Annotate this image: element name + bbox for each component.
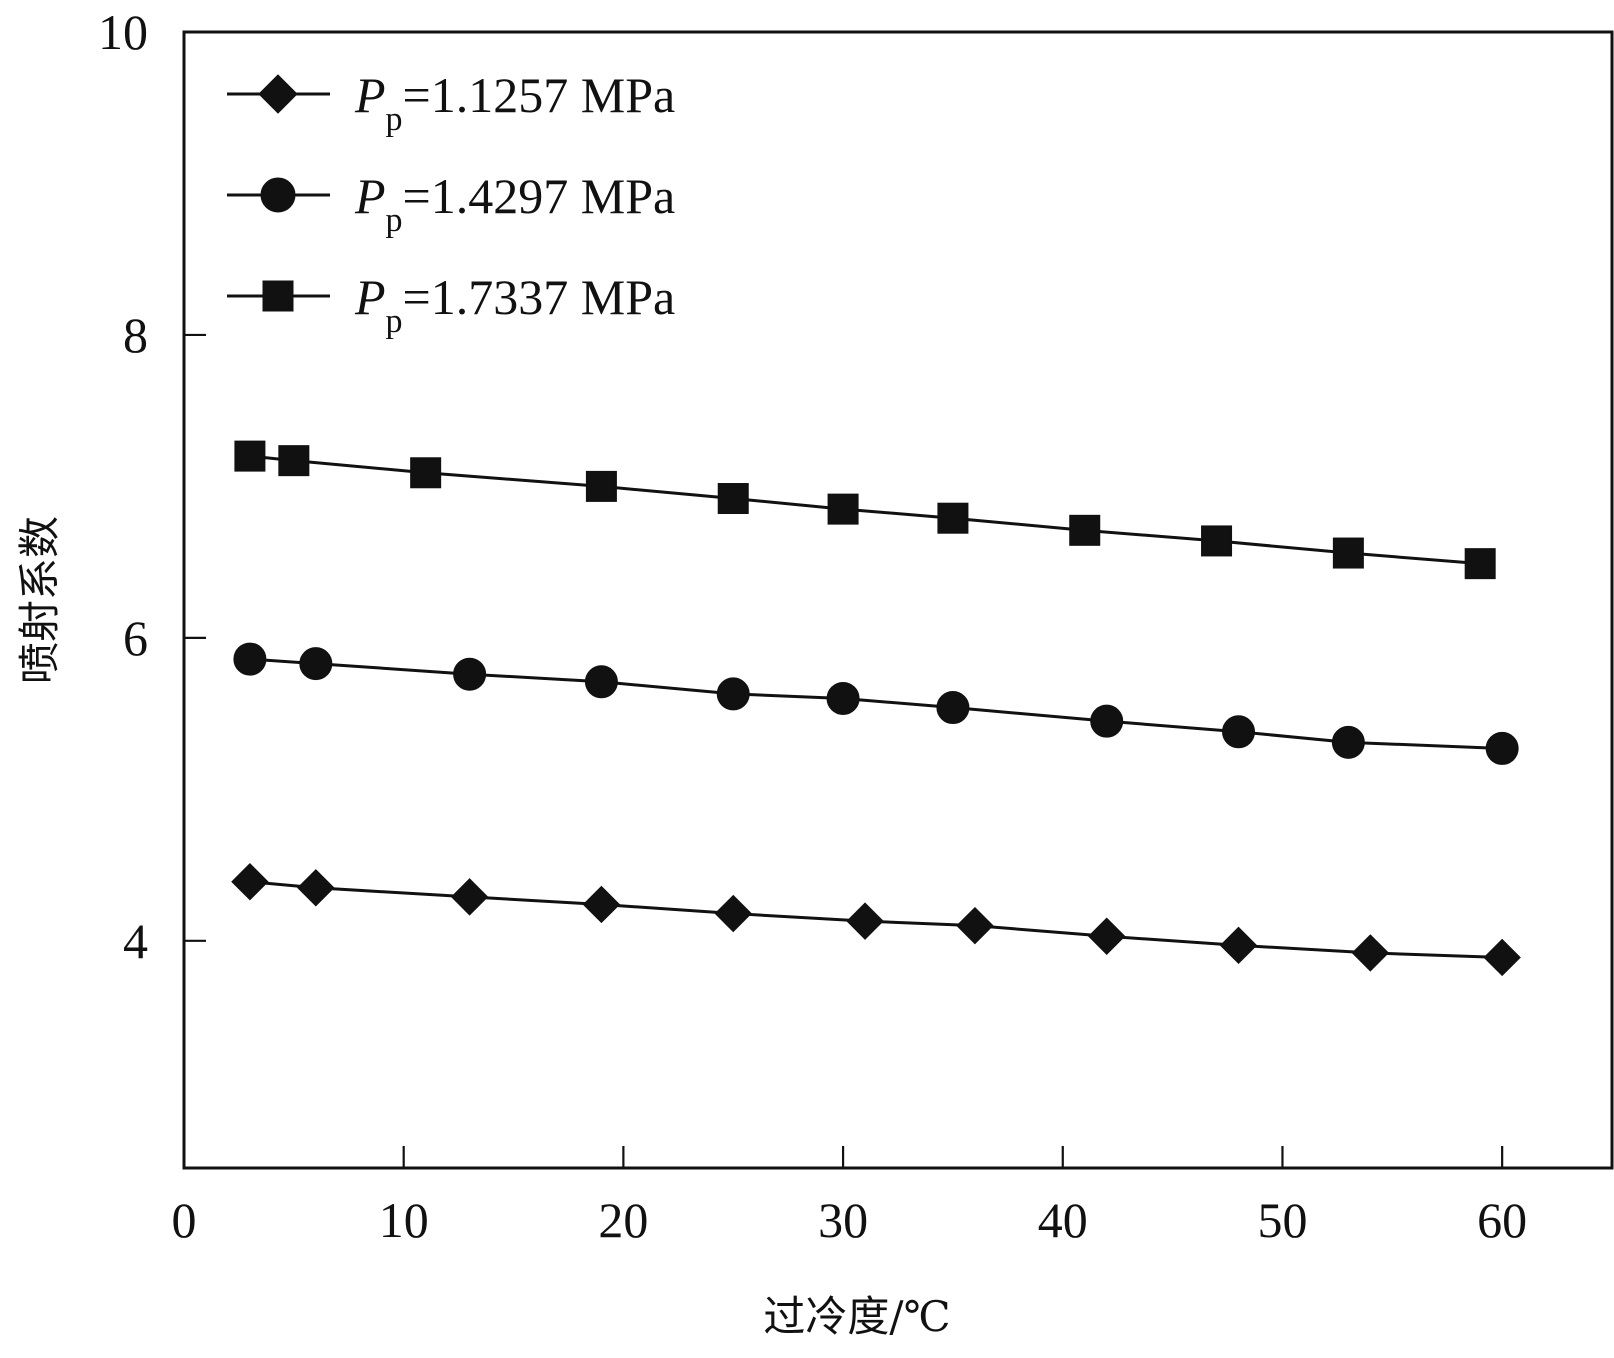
data-point-marker xyxy=(717,483,749,515)
data-point-marker xyxy=(826,681,860,715)
data-point-marker xyxy=(1088,917,1126,955)
x-axis-title: 过冷度/℃ xyxy=(763,1292,950,1341)
data-point-marker xyxy=(1485,731,1519,765)
plot-frame xyxy=(182,30,1614,1170)
plot-area xyxy=(182,30,1614,1170)
y-tick-label: 6 xyxy=(123,610,148,666)
x-tick-label: 0 xyxy=(172,1192,197,1248)
legend-label: Pp=1.1257 MPa xyxy=(354,67,675,138)
y-tick-label: 8 xyxy=(123,307,148,363)
legend-entry: Pp=1.1257 MPa xyxy=(227,67,675,138)
x-tick-label: 10 xyxy=(379,1192,429,1248)
series-2 xyxy=(233,642,1519,765)
data-point-marker xyxy=(453,657,487,691)
legend-subscript: p xyxy=(386,101,403,138)
legend-value: =1.1257 MPa xyxy=(403,67,676,123)
data-point-marker xyxy=(278,445,310,477)
data-point-marker xyxy=(1090,704,1124,738)
data-point-marker xyxy=(956,906,994,945)
x-tick-label: 30 xyxy=(818,1192,868,1248)
legend-variable: P xyxy=(354,67,386,123)
series-line xyxy=(249,657,1503,750)
data-point-marker xyxy=(1069,514,1101,546)
legend-variable: P xyxy=(354,168,386,224)
y-tick-label: 4 xyxy=(123,913,148,969)
data-point-marker xyxy=(585,470,617,502)
data-point-marker xyxy=(716,677,750,711)
data-point-marker xyxy=(846,902,884,940)
data-point-marker xyxy=(1464,548,1496,580)
legend-entry: Pp=1.7337 MPa xyxy=(227,269,675,340)
legend-subscript: p xyxy=(386,202,403,239)
data-point-marker xyxy=(450,878,489,916)
data-point-marker xyxy=(1483,938,1521,977)
data-point-marker xyxy=(410,457,442,489)
series-3 xyxy=(234,440,1496,580)
x-tick-label: 50 xyxy=(1257,1192,1307,1248)
data-series xyxy=(231,440,1521,977)
data-point-marker xyxy=(936,691,970,725)
legend-value: =1.4297 MPa xyxy=(403,168,676,224)
data-point-marker xyxy=(584,665,618,699)
data-point-marker xyxy=(299,647,333,681)
data-point-marker xyxy=(1222,715,1256,749)
legend-entry: Pp=1.4297 MPa xyxy=(227,168,675,239)
data-point-marker xyxy=(1331,725,1365,759)
data-point-marker xyxy=(1219,926,1258,965)
data-point-marker xyxy=(1351,934,1390,972)
data-point-marker xyxy=(827,493,859,525)
legend-value: =1.7337 MPa xyxy=(403,269,676,325)
legend-marker xyxy=(262,280,294,312)
legend-variable: P xyxy=(354,269,386,325)
data-point-marker xyxy=(1201,525,1233,557)
legend-subscript: p xyxy=(386,303,403,340)
legend-label: Pp=1.7337 MPa xyxy=(354,269,675,340)
legend-marker xyxy=(258,74,298,114)
x-tick-label: 20 xyxy=(598,1192,648,1248)
data-point-marker xyxy=(233,642,267,676)
legend-marker xyxy=(260,177,296,213)
data-point-marker xyxy=(937,502,969,534)
data-point-marker xyxy=(231,863,269,901)
legend-label: Pp=1.4297 MPa xyxy=(354,168,675,239)
data-point-marker xyxy=(582,885,621,924)
data-point-marker xyxy=(297,869,335,907)
series-1 xyxy=(231,863,1521,977)
y-tick-label: 10 xyxy=(98,4,148,60)
x-tick-label: 40 xyxy=(1038,1192,1088,1248)
x-tick-label: 60 xyxy=(1477,1192,1527,1248)
axis-ticks: 0 10 20 30 40 50 60 4 6 8 10 xyxy=(98,4,1527,1248)
data-point-marker xyxy=(1332,537,1364,569)
data-point-marker xyxy=(714,894,752,933)
data-point-marker xyxy=(234,440,266,472)
y-axis-title: 喷射系数 xyxy=(15,516,64,684)
